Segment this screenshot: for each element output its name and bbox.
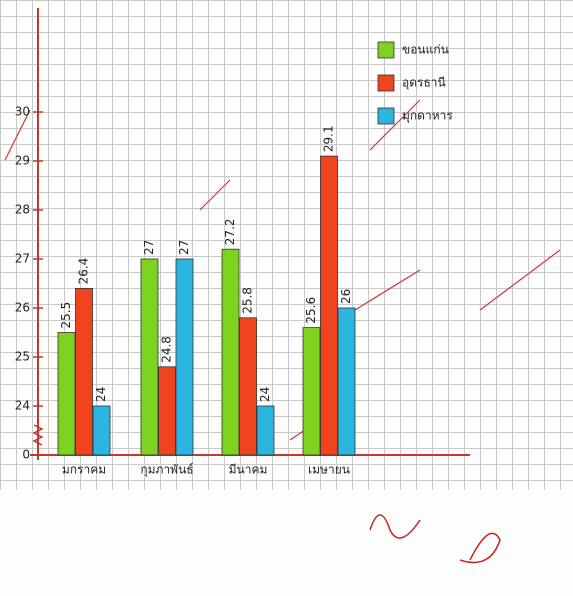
- y-tick-label: 27: [15, 252, 30, 266]
- value-label: 24.8: [160, 336, 174, 363]
- bar: [239, 317, 257, 456]
- bar: [302, 327, 321, 456]
- y-tick-label: 24: [15, 399, 30, 413]
- bar: [256, 405, 275, 456]
- bar: [75, 287, 93, 456]
- legend-swatch: [377, 107, 395, 125]
- value-label: 26.4: [77, 258, 91, 285]
- axis-break: [32, 424, 44, 446]
- bar: [92, 405, 111, 456]
- bar: [140, 258, 159, 456]
- legend-swatch: [377, 41, 395, 59]
- value-label: 26: [339, 289, 353, 304]
- pen-strokes: [4, 99, 561, 441]
- bar: [337, 307, 356, 456]
- y-tick-label: 29: [15, 154, 30, 168]
- value-label: 27: [142, 240, 156, 255]
- value-label: 27: [177, 240, 191, 255]
- paper-blank: [0, 490, 573, 596]
- x-tick-label: กุมภาพันธ์: [140, 463, 193, 478]
- x-tick-label: มกราคม: [62, 463, 106, 477]
- legend-label: อุดรธานี: [402, 76, 446, 91]
- value-label: 25.5: [59, 302, 73, 329]
- value-label: 24: [94, 387, 108, 402]
- value-label: 25.8: [241, 287, 255, 314]
- value-label: 27.2: [223, 218, 237, 245]
- legend-label: ขอนแก่น: [402, 43, 449, 57]
- value-label: 24: [258, 387, 272, 402]
- bar: [57, 332, 76, 456]
- y-tick-label: 25: [15, 350, 30, 364]
- value-label: 25.6: [304, 297, 318, 324]
- legend-label: มุกดาหาร: [402, 109, 453, 124]
- value-label: 29.1: [322, 125, 336, 152]
- y-tick-label: 30: [15, 105, 30, 119]
- x-tick-label: เมษายน: [308, 463, 350, 477]
- signature: [369, 514, 501, 564]
- bar: [320, 155, 338, 456]
- bar: [175, 258, 194, 456]
- bar: [221, 248, 240, 456]
- bar: [158, 366, 176, 456]
- y-tick-label: 0: [22, 448, 30, 462]
- legend-swatch: [377, 74, 395, 92]
- x-tick-label: มีนาคม: [229, 463, 268, 477]
- y-tick-label: 28: [15, 203, 30, 217]
- y-tick-label: 26: [15, 301, 30, 315]
